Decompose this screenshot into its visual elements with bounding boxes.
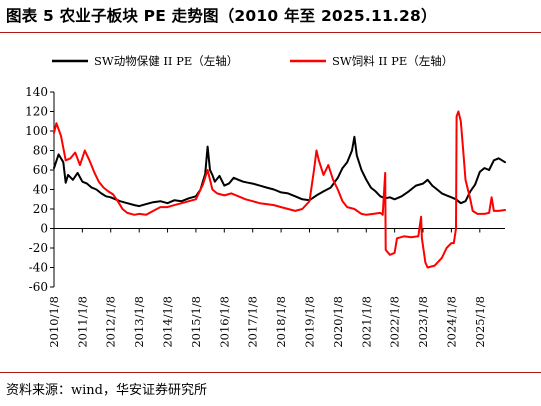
x-tick-label: 2019/1/8 (302, 296, 316, 348)
x-tick-label: 2020/1/8 (331, 296, 345, 348)
x-tick-label: 2014/1/8 (161, 296, 175, 348)
x-tick-label: 2011/1/8 (75, 296, 89, 348)
y-tick-label: 40 (33, 183, 48, 197)
pe-line-chart: SW动物保健 II PE（左轴） SW饲料 II PE（左轴） -60 -40 -20… (25, 54, 506, 348)
y-tick-label: 0 (40, 222, 48, 236)
x-tick-label: 2010/1/8 (47, 296, 61, 348)
x-tick-label: 2018/1/8 (274, 296, 288, 348)
source-rule (0, 372, 541, 373)
x-tick-label: 2025/1/8 (473, 296, 487, 348)
series-line-1 (53, 135, 506, 208)
y-tick-label: 60 (33, 163, 48, 177)
legend-label-1: SW动物保健 II PE（左轴） (94, 54, 238, 68)
y-tick-label: -60 (29, 280, 48, 294)
x-tick-label: 2012/1/8 (104, 296, 118, 348)
y-tick-label: 100 (25, 124, 48, 138)
y-tick-label: -40 (29, 261, 48, 275)
x-tick-label: 2022/1/8 (388, 296, 402, 348)
axes: -60 -40 -20 0 20 40 60 80 100 120 140 2010/1/8 2011/… (25, 85, 505, 348)
y-tick-label: 120 (25, 105, 48, 119)
x-tick-label: 2013/1/8 (132, 296, 146, 348)
x-tick-label: 2015/1/8 (189, 296, 203, 348)
figure-title: 图表 5 农业子板块 PE 走势图（2010 年至 2025.11.28） (6, 7, 437, 25)
series-line-2 (53, 110, 506, 269)
legend: SW动物保健 II PE（左轴） SW饲料 II PE（左轴） (52, 54, 453, 68)
series-group (53, 110, 506, 269)
x-tick-label: 2021/1/8 (359, 296, 373, 348)
legend-label-2: SW饲料 II PE（左轴） (332, 54, 453, 68)
y-tick-label: 140 (25, 85, 48, 99)
y-tick-label: 20 (33, 202, 48, 216)
x-tick-label: 2017/1/8 (246, 296, 260, 348)
source-note: 资料来源：wind，华安证券研究所 (6, 383, 207, 398)
x-tick-label: 2016/1/8 (217, 296, 231, 348)
y-tick-label: 80 (33, 144, 48, 158)
title-rule (0, 32, 541, 33)
x-tick-label: 2023/1/8 (416, 296, 430, 348)
y-tick-label: -20 (29, 241, 48, 255)
x-tick-label: 2024/1/8 (444, 296, 458, 348)
